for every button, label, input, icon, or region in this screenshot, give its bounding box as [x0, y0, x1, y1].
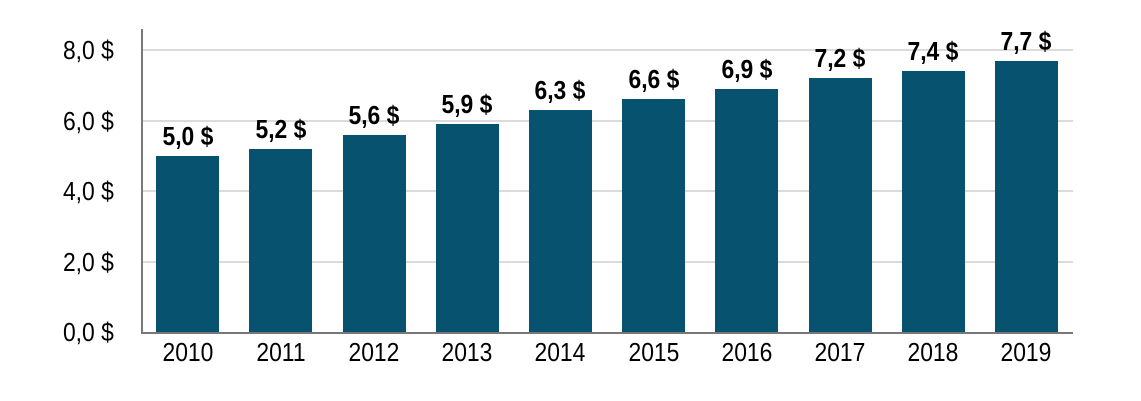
- x-tick-label: 2017: [780, 339, 900, 365]
- y-tick-label: 6,0 $: [0, 108, 114, 134]
- bar-value-label-text: 6,3 $: [534, 75, 586, 106]
- x-tick-label: 2010: [128, 339, 248, 365]
- y-tick-label: 8,0 $: [0, 37, 114, 63]
- bar-value-label: 6,6 $: [594, 66, 714, 92]
- bar-2015: [622, 99, 686, 332]
- y-tick-label-text: 8,0 $: [63, 35, 114, 66]
- x-tick-label-text: 2013: [441, 337, 493, 367]
- y-tick-label-text: 0,0 $: [63, 317, 114, 347]
- bar-value-label-text: 5,0 $: [162, 120, 214, 151]
- bar-2012: [342, 134, 406, 332]
- bar-value-label-text: 7,2 $: [814, 43, 866, 74]
- x-tick-label: 2019: [966, 339, 1086, 365]
- x-tick-label: 2012: [314, 339, 434, 365]
- x-tick-label-text: 2017: [814, 337, 866, 367]
- y-tick-label: 4,0 $: [0, 178, 114, 204]
- x-tick-label: 2016: [687, 339, 807, 365]
- x-tick-label: 2013: [407, 339, 527, 365]
- x-tick-label: 2011: [221, 339, 341, 365]
- x-tick-label-text: 2011: [256, 337, 306, 367]
- bar-value-label: 6,3 $: [500, 77, 620, 103]
- x-tick-label-text: 2018: [907, 337, 959, 367]
- bar-value-label: 7,2 $: [780, 45, 900, 71]
- x-tick-label-text: 2012: [348, 337, 400, 367]
- y-tick-label: 2,0 $: [0, 249, 114, 275]
- bar-2014: [528, 110, 592, 332]
- x-tick-label-text: 2016: [721, 337, 773, 367]
- plot-area: 5,0 $ 5,2 $ 5,6 $ 5,9 $ 6,3 $ 6,6 $ 6,9 $ 7,2 $…: [141, 28, 1073, 332]
- bar-value-label-text: 7,7 $: [1000, 25, 1052, 56]
- x-tick-label-text: 2019: [1000, 337, 1052, 367]
- bar-2013: [435, 124, 499, 332]
- bar-value-label-text: 6,9 $: [721, 53, 773, 84]
- bar-value-label: 6,9 $: [687, 56, 807, 82]
- bar-value-label: 5,0 $: [128, 123, 248, 149]
- bar-value-label: 5,9 $: [407, 91, 527, 117]
- x-tick-label-text: 2014: [534, 337, 586, 367]
- y-axis-line: [141, 29, 143, 334]
- y-tick-label-text: 4,0 $: [63, 176, 114, 207]
- y-tick-label-text: 6,0 $: [63, 105, 114, 136]
- bar-value-label: 5,6 $: [314, 102, 434, 128]
- x-tick-label: 2014: [500, 339, 620, 365]
- x-axis-line: [141, 332, 1073, 334]
- bar-value-label: 5,2 $: [221, 116, 341, 142]
- bar-2011: [249, 148, 313, 332]
- bar-value-label-text: 7,4 $: [907, 36, 959, 67]
- bar-value-label: 7,4 $: [873, 38, 993, 64]
- bar-2010: [156, 155, 220, 332]
- bar-value-label-text: 5,6 $: [348, 99, 400, 130]
- x-tick-label-text: 2015: [628, 337, 680, 367]
- bar-value-label-text: 5,2 $: [255, 113, 307, 144]
- bar-value-label-text: 6,6 $: [628, 64, 680, 95]
- bar-2018: [901, 71, 965, 332]
- x-tick-label: 2015: [594, 339, 714, 365]
- x-tick-label-text: 2010: [162, 337, 214, 367]
- y-tick-label: 0,0 $: [0, 319, 114, 345]
- x-tick-label: 2018: [873, 339, 993, 365]
- bar-value-label-text: 5,9 $: [441, 89, 493, 120]
- bar-2016: [715, 88, 779, 332]
- bar-2017: [808, 78, 872, 332]
- y-tick-label-text: 2,0 $: [63, 246, 114, 277]
- bar-value-label: 7,7 $: [966, 28, 1086, 54]
- bar-2019: [994, 60, 1058, 332]
